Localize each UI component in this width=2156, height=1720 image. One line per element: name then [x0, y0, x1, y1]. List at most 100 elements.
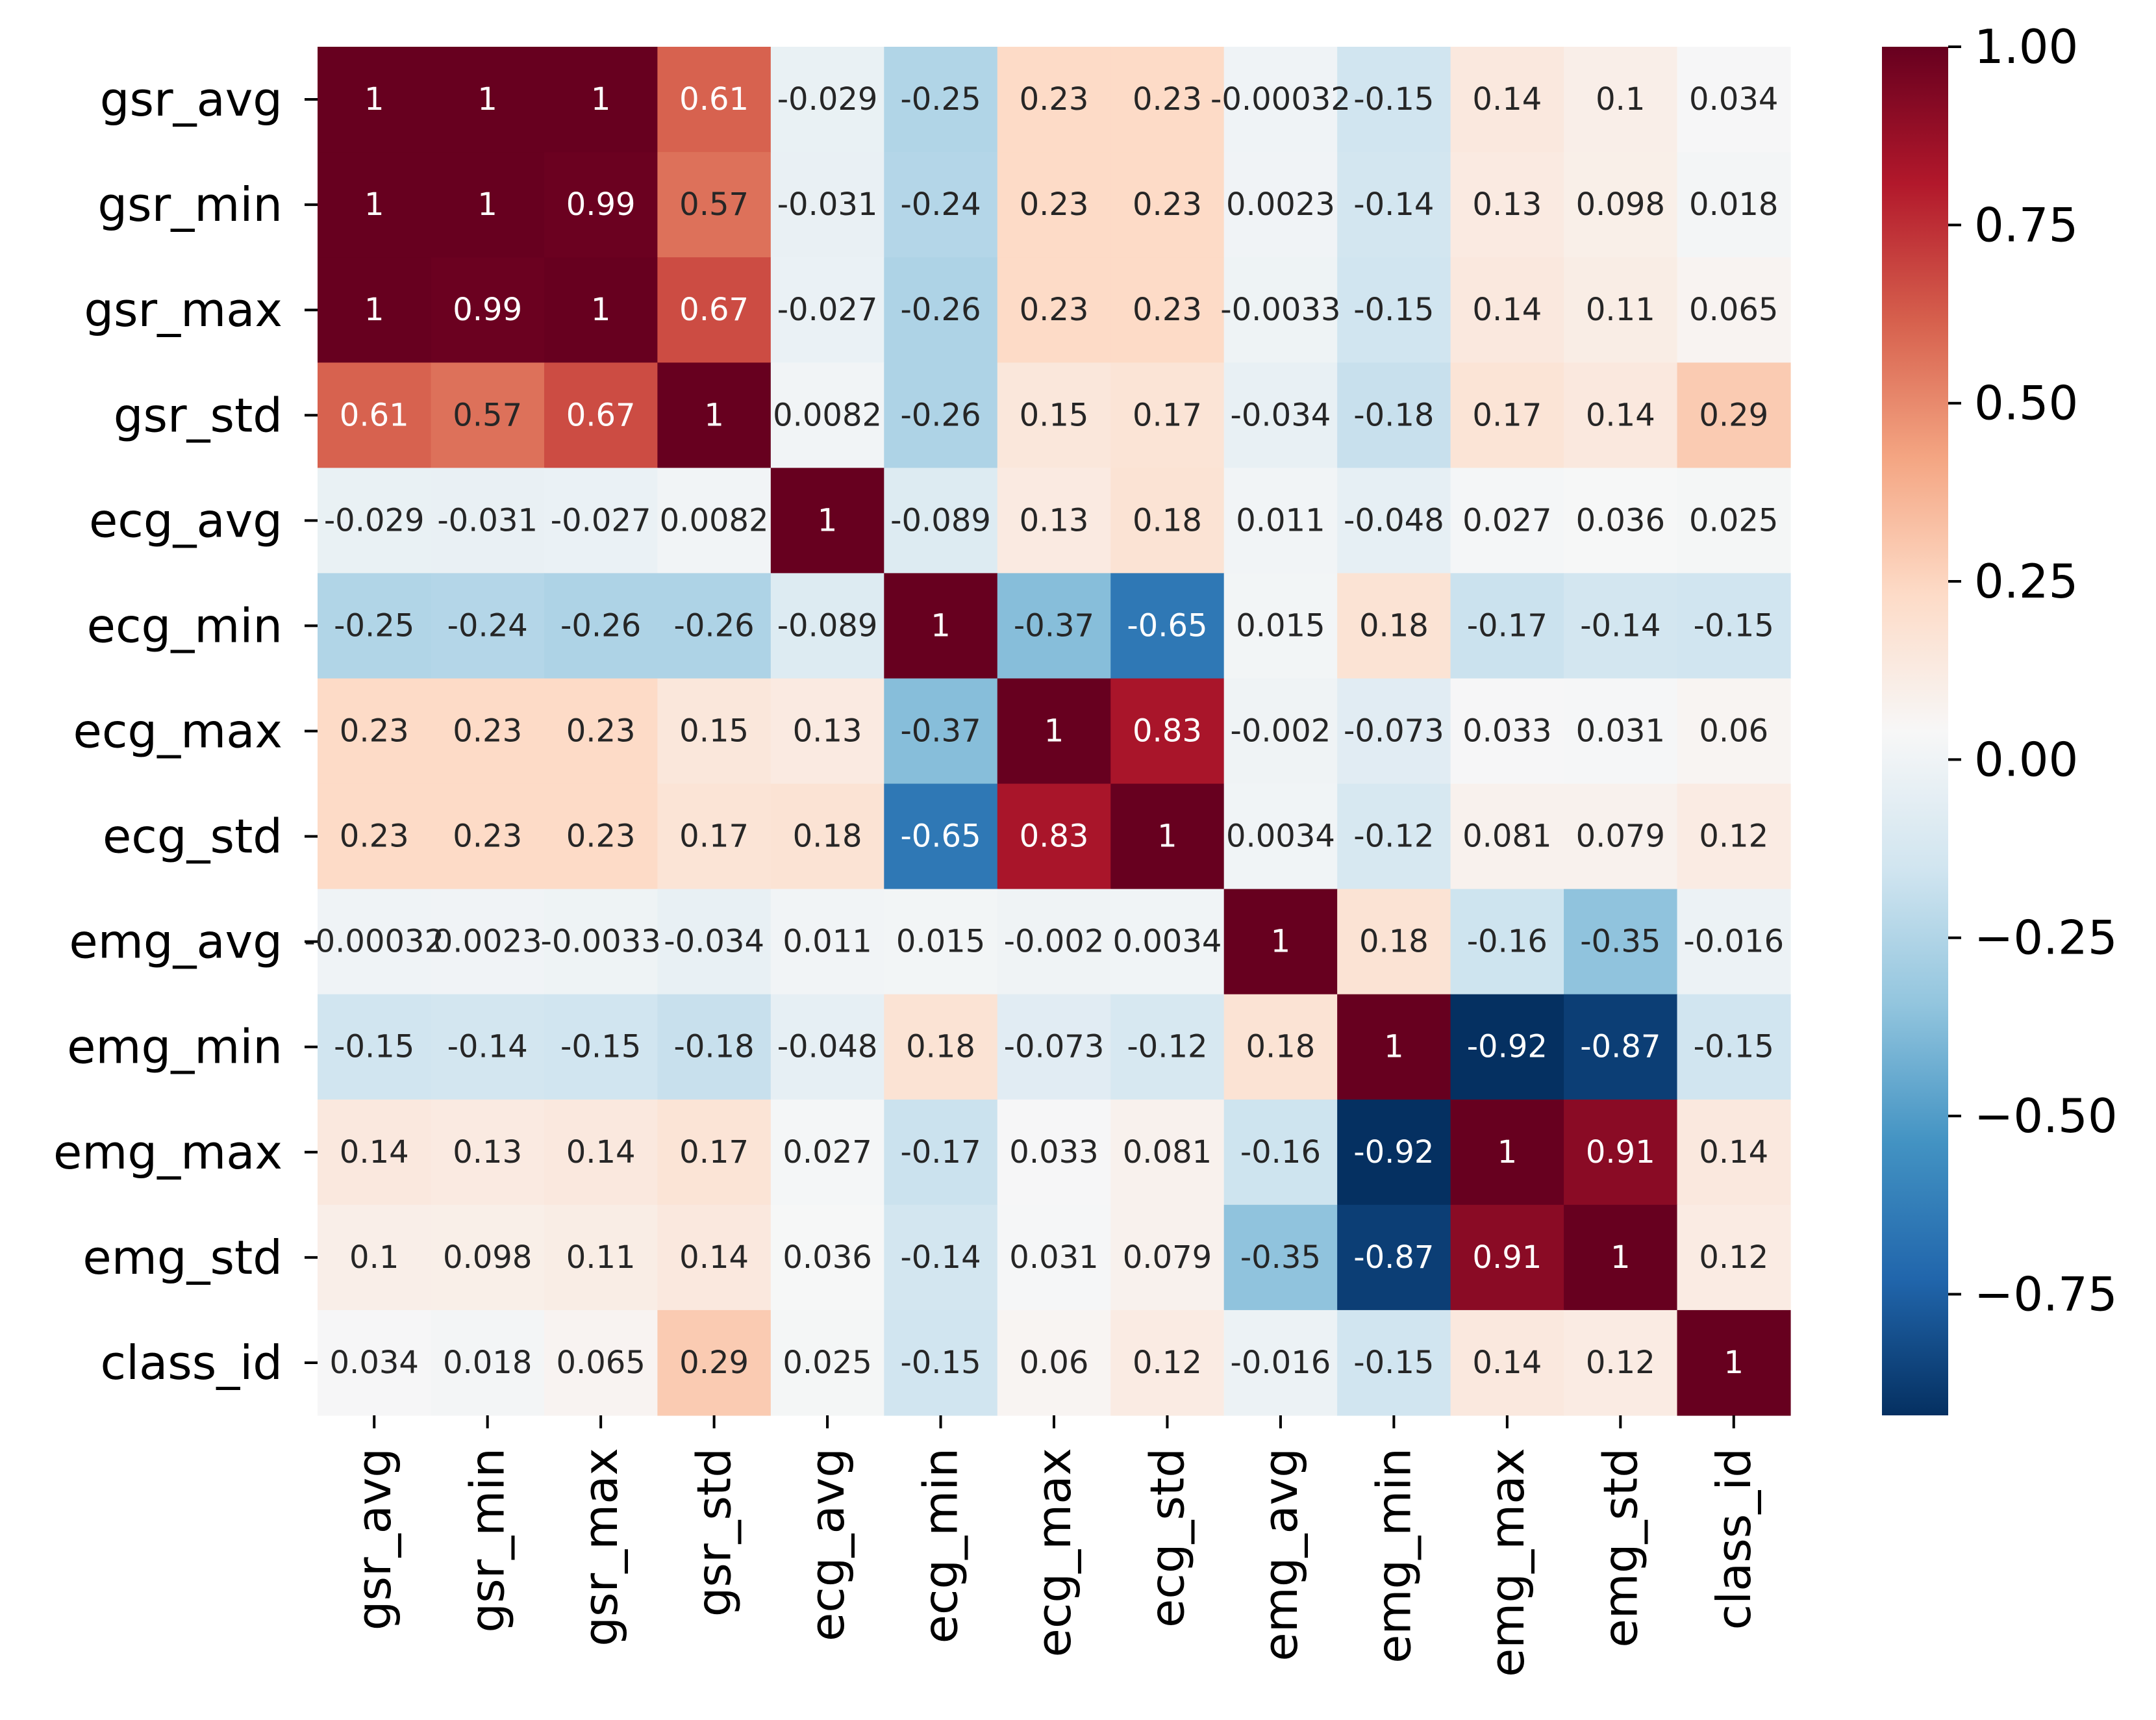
heatmap-cell-ecg_max-ecg_max	[997, 678, 1111, 785]
cell-value-ecg_avg-emg_min: -0.048	[1344, 502, 1444, 538]
cell-value-gsr_min-ecg_max: 0.23	[1020, 186, 1089, 223]
heatmap-cell-emg_min-ecg_std	[1110, 994, 1225, 1100]
heatmap-cell-ecg_min-emg_std	[1564, 573, 1678, 679]
heatmap-cell-gsr_std-gsr_std	[657, 362, 771, 468]
cell-value-ecg_avg-ecg_avg: 1	[818, 502, 838, 538]
heatmap-cell-ecg_std-class_id	[1677, 783, 1791, 890]
y-tick-label-gsr_min: gsr_min	[97, 177, 282, 232]
cell-value-ecg_max-gsr_avg: 0.23	[340, 713, 409, 750]
cell-value-gsr_std-class_id: 0.29	[1699, 397, 1768, 433]
cell-value-emg_min-class_id: -0.15	[1694, 1029, 1774, 1065]
cell-value-gsr_min-class_id: 0.018	[1689, 186, 1778, 223]
cell-value-ecg_max-gsr_min: 0.23	[453, 713, 522, 750]
x-tick-label-ecg_std: ecg_std	[1140, 1448, 1194, 1628]
heatmap-cell-ecg_std-emg_min	[1337, 783, 1451, 890]
heatmap-cell-emg_min-gsr_min	[431, 994, 545, 1100]
heatmap-cell-ecg_max-gsr_max	[544, 678, 658, 785]
heatmap-cell-emg_max-class_id	[1677, 1099, 1791, 1206]
heatmap-cell-ecg_min-emg_min	[1337, 573, 1451, 679]
heatmap-cell-gsr_max-emg_std	[1564, 257, 1678, 363]
cell-value-emg_min-gsr_avg: -0.15	[334, 1029, 414, 1065]
cell-value-class_id-ecg_std: 0.12	[1133, 1345, 1202, 1381]
cell-value-emg_min-ecg_max: -0.073	[1004, 1029, 1105, 1065]
colorbar-tick-label-1: 0.75	[1974, 197, 2078, 252]
heatmap-cell-emg_avg-class_id	[1677, 889, 1791, 995]
heatmap-cell-gsr_min-emg_avg	[1223, 152, 1338, 258]
heatmap-cell-gsr_min-ecg_max	[997, 152, 1111, 258]
cell-value-ecg_min-ecg_std: -0.65	[1127, 607, 1207, 644]
cell-value-emg_avg-class_id: -0.016	[1683, 924, 1784, 960]
heatmap-cell-gsr_avg-gsr_avg	[318, 47, 432, 153]
cell-value-ecg_avg-class_id: 0.025	[1689, 502, 1778, 538]
heatmap-cell-emg_avg-emg_std	[1564, 889, 1678, 995]
cell-value-gsr_std-ecg_avg: 0.0082	[773, 397, 882, 433]
heatmap-cell-emg_std-ecg_std	[1110, 1204, 1225, 1311]
cell-value-emg_max-class_id: 0.14	[1699, 1134, 1768, 1170]
cell-value-ecg_max-emg_std: 0.031	[1576, 713, 1665, 750]
cell-value-class_id-emg_max: 0.14	[1472, 1345, 1542, 1381]
heatmap-cell-gsr_min-emg_max	[1450, 152, 1564, 258]
heatmap-cell-gsr_avg-ecg_std	[1110, 47, 1225, 153]
heatmap-cell-ecg_max-emg_avg	[1223, 678, 1338, 785]
heatmap-cell-gsr_std-emg_std	[1564, 362, 1678, 468]
cell-value-ecg_min-class_id: -0.15	[1694, 607, 1774, 644]
cell-value-gsr_std-emg_min: -0.18	[1353, 397, 1434, 433]
heatmap-cell-ecg_min-gsr_max	[544, 573, 658, 679]
heatmap-cell-ecg_min-emg_max	[1450, 573, 1564, 679]
heatmap-cell-ecg_min-ecg_min	[884, 573, 998, 679]
heatmap-cell-emg_min-ecg_max	[997, 994, 1111, 1100]
cell-value-emg_avg-gsr_std: -0.034	[664, 924, 764, 960]
heatmap-cell-emg_max-ecg_max	[997, 1099, 1111, 1206]
heatmap-cell-emg_avg-gsr_avg	[318, 889, 432, 995]
heatmap-cell-gsr_min-ecg_avg	[770, 152, 884, 258]
cell-value-gsr_max-emg_avg: -0.0033	[1220, 292, 1340, 328]
cell-value-gsr_std-gsr_min: 0.57	[453, 397, 522, 433]
heatmap-cell-emg_std-ecg_avg	[770, 1204, 884, 1311]
cell-value-ecg_max-ecg_min: -0.37	[900, 713, 981, 750]
heatmap-cells	[318, 47, 1791, 1416]
heatmap-cell-emg_max-emg_min	[1337, 1099, 1451, 1206]
cell-value-emg_max-gsr_min: 0.13	[453, 1134, 522, 1170]
cell-value-emg_avg-gsr_max: -0.0033	[541, 924, 661, 960]
heatmap-cell-class_id-emg_avg	[1223, 1309, 1338, 1416]
x-tick-label-gsr_max: gsr_max	[573, 1448, 628, 1647]
cell-value-ecg_max-class_id: 0.06	[1699, 713, 1768, 750]
cell-value-gsr_avg-ecg_std: 0.23	[1133, 81, 1202, 118]
cell-value-ecg_min-emg_max: -0.17	[1467, 607, 1548, 644]
heatmap-cell-ecg_max-gsr_std	[657, 678, 771, 785]
cell-value-gsr_avg-emg_std: 0.1	[1596, 81, 1645, 118]
cell-value-emg_avg-emg_avg: 1	[1271, 924, 1291, 960]
heatmap-cell-emg_max-ecg_min	[884, 1099, 998, 1206]
heatmap-cell-ecg_avg-ecg_avg	[770, 468, 884, 574]
cell-value-emg_std-gsr_max: 0.11	[566, 1239, 636, 1276]
heatmap-cell-ecg_max-emg_std	[1564, 678, 1678, 785]
heatmap-cell-gsr_min-emg_std	[1564, 152, 1678, 258]
cell-value-ecg_avg-emg_max: 0.027	[1462, 502, 1551, 538]
cell-value-class_id-gsr_std: 0.29	[679, 1345, 749, 1381]
cell-value-emg_avg-ecg_min: 0.015	[896, 924, 985, 960]
y-tick-label-ecg_max: ecg_max	[73, 704, 282, 759]
x-tick-label-emg_avg: emg_avg	[1253, 1448, 1308, 1662]
cell-value-ecg_std-class_id: 0.12	[1699, 818, 1768, 855]
heatmap-cell-ecg_max-emg_max	[1450, 678, 1564, 785]
cell-value-emg_max-emg_std: 0.91	[1586, 1134, 1655, 1170]
cell-value-ecg_max-ecg_std: 0.83	[1133, 713, 1202, 750]
heatmap-cell-gsr_avg-ecg_avg	[770, 47, 884, 153]
heatmap-cell-emg_min-gsr_avg	[318, 994, 432, 1100]
cell-value-ecg_min-gsr_min: -0.24	[447, 607, 528, 644]
cell-value-ecg_std-ecg_avg: 0.18	[793, 818, 862, 855]
cell-value-gsr_min-ecg_min: -0.24	[900, 186, 981, 223]
cell-value-emg_std-emg_min: -0.87	[1353, 1239, 1434, 1276]
heatmap-cell-ecg_avg-ecg_min	[884, 468, 998, 574]
x-tick-label-gsr_std: gsr_std	[687, 1448, 742, 1617]
heatmap-cell-class_id-ecg_avg	[770, 1309, 884, 1416]
heatmap-cell-emg_min-gsr_max	[544, 994, 658, 1100]
cell-value-gsr_avg-ecg_min: -0.25	[900, 81, 981, 118]
colorbar-tick-label-3: 0.25	[1974, 554, 2078, 609]
cell-value-class_id-emg_avg: -0.016	[1231, 1345, 1331, 1381]
cell-value-gsr_min-gsr_avg: 1	[364, 186, 384, 223]
heatmap-cell-emg_avg-ecg_min	[884, 889, 998, 995]
heatmap-cell-emg_std-emg_min	[1337, 1204, 1451, 1311]
cell-value-emg_max-emg_avg: -0.16	[1240, 1134, 1321, 1170]
x-tick-label-emg_min: emg_min	[1366, 1448, 1421, 1663]
